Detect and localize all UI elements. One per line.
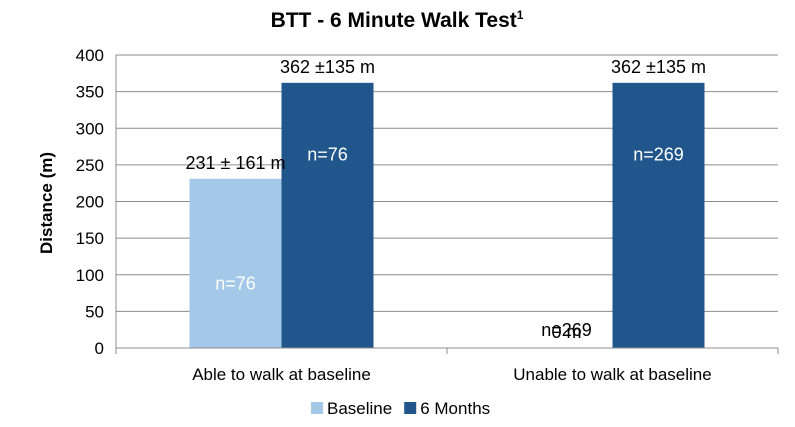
- data-label: 231 ± 161 m: [186, 153, 286, 173]
- y-tick-label: 400: [76, 46, 104, 65]
- y-tick-label: 50: [85, 302, 104, 321]
- legend-label: Baseline: [327, 399, 392, 418]
- sample-size-label: n=76: [215, 274, 256, 294]
- bars: [189, 82, 705, 349]
- x-category-label: Unable to walk at baseline: [513, 365, 711, 384]
- y-tick-label: 300: [76, 119, 104, 138]
- bar-baseline: [189, 178, 282, 348]
- bar-6-months: [612, 82, 705, 349]
- y-tick-label: 0: [95, 339, 104, 358]
- y-tick-label: 350: [76, 83, 104, 102]
- chart-title-superscript: 1: [517, 8, 524, 22]
- y-tick-label: 200: [76, 193, 104, 212]
- y-tick-labels: 0 50 100 150 200 250 300 350 400: [76, 46, 104, 358]
- y-tick-label: 150: [76, 229, 104, 248]
- data-label: 362 ±135 m: [280, 57, 375, 77]
- category-labels: Able to walk at baseline Unable to walk a…: [192, 365, 712, 384]
- legend-swatch: [404, 402, 417, 414]
- bar-6-months: [281, 82, 374, 349]
- data-label: 0 m: [551, 322, 581, 342]
- axes: [115, 55, 779, 354]
- x-category-label: Able to walk at baseline: [192, 365, 371, 384]
- y-axis-label: Distance (m): [37, 152, 56, 254]
- chart-title: BTT - 6 Minute Walk Test1: [271, 8, 524, 32]
- legend-swatch: [311, 402, 323, 414]
- data-label: 362 ±135 m: [611, 57, 706, 77]
- y-tick-label: 100: [76, 266, 104, 285]
- legend: Baseline 6 Months: [311, 399, 490, 418]
- sample-size-label: n=269: [633, 144, 684, 164]
- sample-size-label: n=76: [307, 144, 348, 164]
- chart-title-text: BTT - 6 Minute Walk Test: [271, 9, 517, 32]
- sample-size-label: n=269: [541, 320, 592, 340]
- legend-label: 6 Months: [420, 399, 490, 418]
- y-tick-label: 250: [76, 156, 104, 175]
